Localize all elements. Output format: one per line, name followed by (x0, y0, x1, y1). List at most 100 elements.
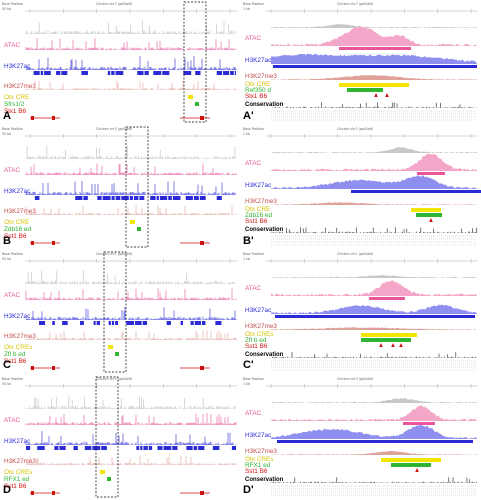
gene-label: Sst1 B6 (245, 218, 268, 225)
atac-track (271, 404, 477, 421)
panel-graphic: Base Position Chicken chr1 (galGal6) 1 kb A… (243, 252, 478, 371)
header-assembly: Chicken chr2 (galGal6) (337, 127, 373, 131)
atac-label: ATAC (4, 42, 20, 49)
motif-mark (415, 468, 419, 472)
atac-label: ATAC (4, 292, 20, 299)
h3k27ac-track (25, 431, 237, 445)
cre2-mark (416, 213, 442, 217)
gene-exon (200, 491, 204, 495)
header-assembly: Chicken chr2 (galGal6) (96, 127, 132, 131)
zoom-box (183, 1, 207, 123)
gene-exon (52, 241, 55, 245)
cre2-mark (195, 102, 199, 106)
gene-exon (52, 366, 55, 370)
cre-label: Otx CREs (4, 344, 32, 351)
cre-label: Otx CRE (4, 94, 29, 101)
h3k27me3-track (271, 75, 477, 80)
header-scale: 1 kb (243, 132, 250, 136)
header-assembly: Chicken chr1 (galGal6) (337, 252, 373, 256)
h3k27ac-track (25, 306, 237, 320)
conservation-label: Conservation (245, 352, 284, 358)
panel-graphic: Base Position Chicken chr1 (galGal6) 50 kb… (2, 251, 237, 373)
atac-peak (339, 47, 411, 50)
h3k27ac-peaks (34, 196, 222, 200)
header-scale: 50 kb (2, 382, 11, 386)
panel-graphic: Base Position Chicken chr7 (galGal6) 50 kb… (2, 1, 237, 123)
header-scale: 1 kb (243, 7, 250, 11)
panel-d-prime: Base Position Chicken chr3 (galGal6) 1 kb A… (241, 375, 481, 500)
panel-label-c-prime: C' (243, 359, 254, 371)
cre-label: Otx CRE (245, 81, 270, 88)
panel-label-b: B (3, 235, 11, 247)
h3k27me3-track (25, 330, 237, 340)
header-base-position: Base Position (2, 252, 23, 256)
panel-b: Base Position Chicken chr2 (galGal6) 50 kb… (0, 125, 240, 250)
atac-peak (403, 422, 435, 425)
motif-mark (429, 218, 433, 222)
atac-peak (369, 297, 405, 300)
header-base-position: Base Position (243, 252, 264, 256)
h3k27ac-peak (275, 315, 475, 318)
atac-label: ATAC (245, 35, 261, 42)
motif-mark (385, 93, 389, 97)
h3k27ac-label: H3K27ac (245, 307, 272, 314)
zoom-box (103, 251, 127, 373)
h3k27me3-label: H3K27me3 (4, 333, 36, 340)
gene-label: Sst1 B6 (4, 483, 27, 490)
header-assembly: Chicken chr3 (galGal6) (96, 377, 132, 381)
gene-exon (31, 366, 34, 370)
input-track (25, 270, 236, 284)
h3k27me3-label: H3K27me3 (245, 448, 277, 455)
h3k27ac-track (25, 56, 237, 70)
h3k27me3-track (25, 455, 237, 465)
h3k27ac-label: H3K27ac (245, 182, 272, 189)
header-scale: 1 kb (243, 257, 250, 261)
gene-label: Sst1 B6 (245, 343, 268, 350)
input-track (271, 398, 477, 403)
conservation-track (270, 102, 478, 108)
header-scale: 50 kb (2, 132, 11, 136)
panel-a: Base Position Chicken chr7 (galGal6) 50 kb… (0, 0, 240, 125)
header-assembly: Chicken chr7 (galGal6) (96, 2, 132, 6)
motif-mark (374, 93, 378, 97)
h3k27me3-label: H3K27me3 (245, 198, 277, 205)
conservation-track (270, 477, 478, 483)
gene-exon (31, 241, 34, 245)
gene-exon (200, 366, 204, 370)
gene-exon (200, 116, 204, 120)
h3k27me3-track (271, 450, 477, 455)
header-assembly: Chicken chr7 (galGal6) (337, 2, 373, 6)
conservation-track (270, 227, 478, 233)
input-track (25, 20, 236, 34)
header-assembly: Chicken chr1 (galGal6) (96, 252, 132, 256)
cre-label: Otx CREs (245, 456, 273, 463)
panel-c-prime: Base Position Chicken chr1 (galGal6) 1 kb A… (241, 250, 481, 375)
cre-mark (100, 470, 105, 474)
atac-track (25, 163, 237, 175)
h3k27me3-label: H3K27me3 (4, 83, 36, 90)
motif-mark (391, 343, 395, 347)
h3k27ac-label: H3K27ac (4, 313, 31, 320)
panel-label-d-prime: D' (243, 484, 254, 496)
panel-graphic: Base Position Chicken chr2 (galGal6) 1 kb A… (243, 127, 481, 246)
h3k27me3-track (25, 205, 237, 215)
header-assembly: Chicken chr3 (galGal6) (337, 377, 373, 381)
h3k27ac-peaks (33, 71, 236, 75)
atac-label: ATAC (245, 285, 261, 292)
gene-exon (52, 491, 55, 495)
panel-graphic: Base Position Chicken chr3 (galGal6) 1 kb A… (243, 377, 478, 496)
h3k27me3-track (271, 202, 477, 205)
motif-mark (399, 343, 403, 347)
panel-c: Base Position Chicken chr1 (galGal6) 50 kb… (0, 250, 240, 375)
conservation-track (270, 352, 478, 358)
h3k27ac-track (271, 53, 477, 64)
h3k27me3-label: H3K27me3 (245, 73, 277, 80)
gene-label: Slx1 B6 (4, 108, 26, 115)
conservation-label: Conservation (245, 227, 284, 233)
input-track (271, 274, 477, 278)
h3k27me3-track (25, 80, 237, 90)
cre2-label: Zdb16 ed (245, 212, 272, 219)
cre-mark (361, 333, 417, 337)
atac-label: ATAC (4, 167, 20, 174)
h3k27me3-track (271, 327, 477, 330)
